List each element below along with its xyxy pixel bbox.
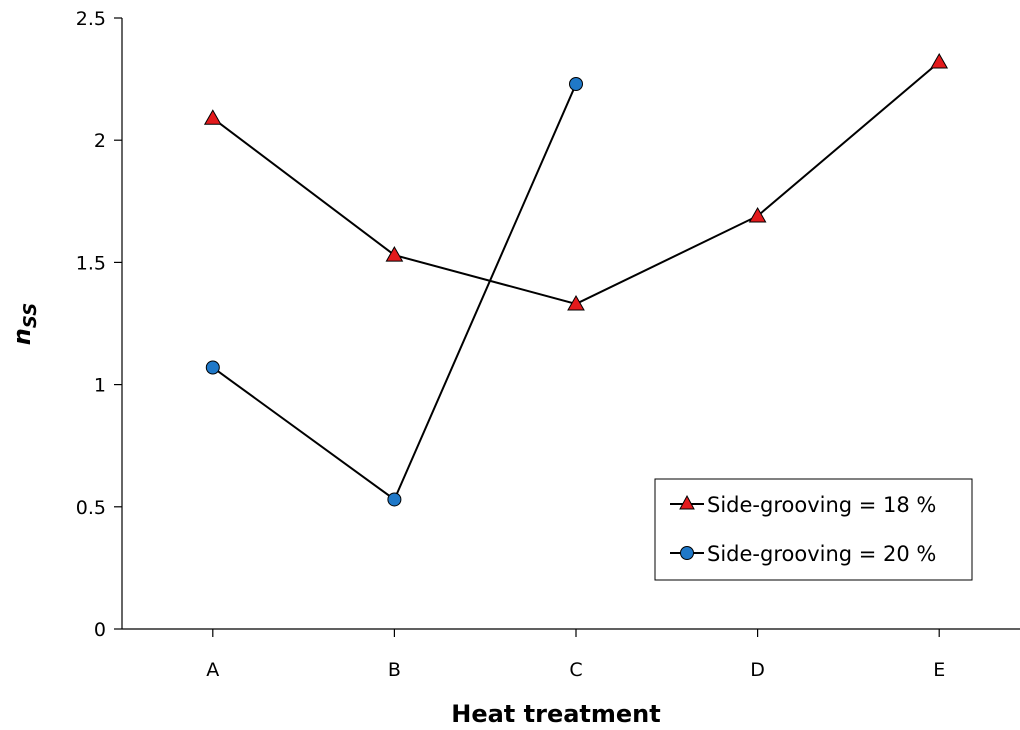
data-point-triangle <box>203 109 222 125</box>
data-point-triangle <box>930 52 949 69</box>
plot-area: 0 0.5 1 1.5 2 2.5 A B C D E <box>76 8 1020 681</box>
x-tick-label: D <box>750 659 765 681</box>
y-tick-label: 2 <box>94 130 106 152</box>
y-axis-title: nSS <box>8 303 41 345</box>
y-tick-label: 0.5 <box>76 497 106 519</box>
y-axis-title-main: n <box>8 328 36 345</box>
legend: Side-grooving = 18 % Side-grooving = 20 … <box>654 478 973 581</box>
y-tick-label: 0 <box>94 619 106 641</box>
series-line-2 <box>212 83 577 502</box>
data-point-circle <box>205 360 220 375</box>
data-point-triangle <box>748 206 767 223</box>
legend-label-2: Side-grooving = 20 % <box>707 542 936 566</box>
data-point-triangle <box>567 294 585 311</box>
legend-entry-2: Side-grooving = 20 % <box>670 542 936 566</box>
data-point-triangle <box>385 246 404 262</box>
legend-entry-1: Side-grooving = 18 % <box>670 493 936 517</box>
y-axis-title-subscript: SS <box>20 303 41 328</box>
series-layer <box>203 52 949 507</box>
x-tick-label: C <box>569 659 582 681</box>
legend-label-1: Side-grooving = 18 % <box>707 493 936 517</box>
y-tick-label: 1 <box>94 375 106 397</box>
x-tick-label: E <box>933 659 945 681</box>
x-tick-label: A <box>206 659 219 681</box>
y-tick-label: 2.5 <box>76 8 106 30</box>
x-tick-label: B <box>388 659 401 681</box>
legend-circle-marker <box>680 546 694 560</box>
y-tick-label: 1.5 <box>76 252 106 274</box>
legend-triangle-marker <box>679 494 695 510</box>
data-point-circle <box>569 76 583 91</box>
x-ticks: A B C D E <box>206 629 945 681</box>
data-point-circle <box>387 492 402 507</box>
y-ticks: 0 0.5 1 1.5 2 2.5 <box>76 8 122 641</box>
legend-box <box>654 478 973 581</box>
series-line-1 <box>212 61 940 306</box>
x-axis-title: Heat treatment <box>451 700 660 728</box>
